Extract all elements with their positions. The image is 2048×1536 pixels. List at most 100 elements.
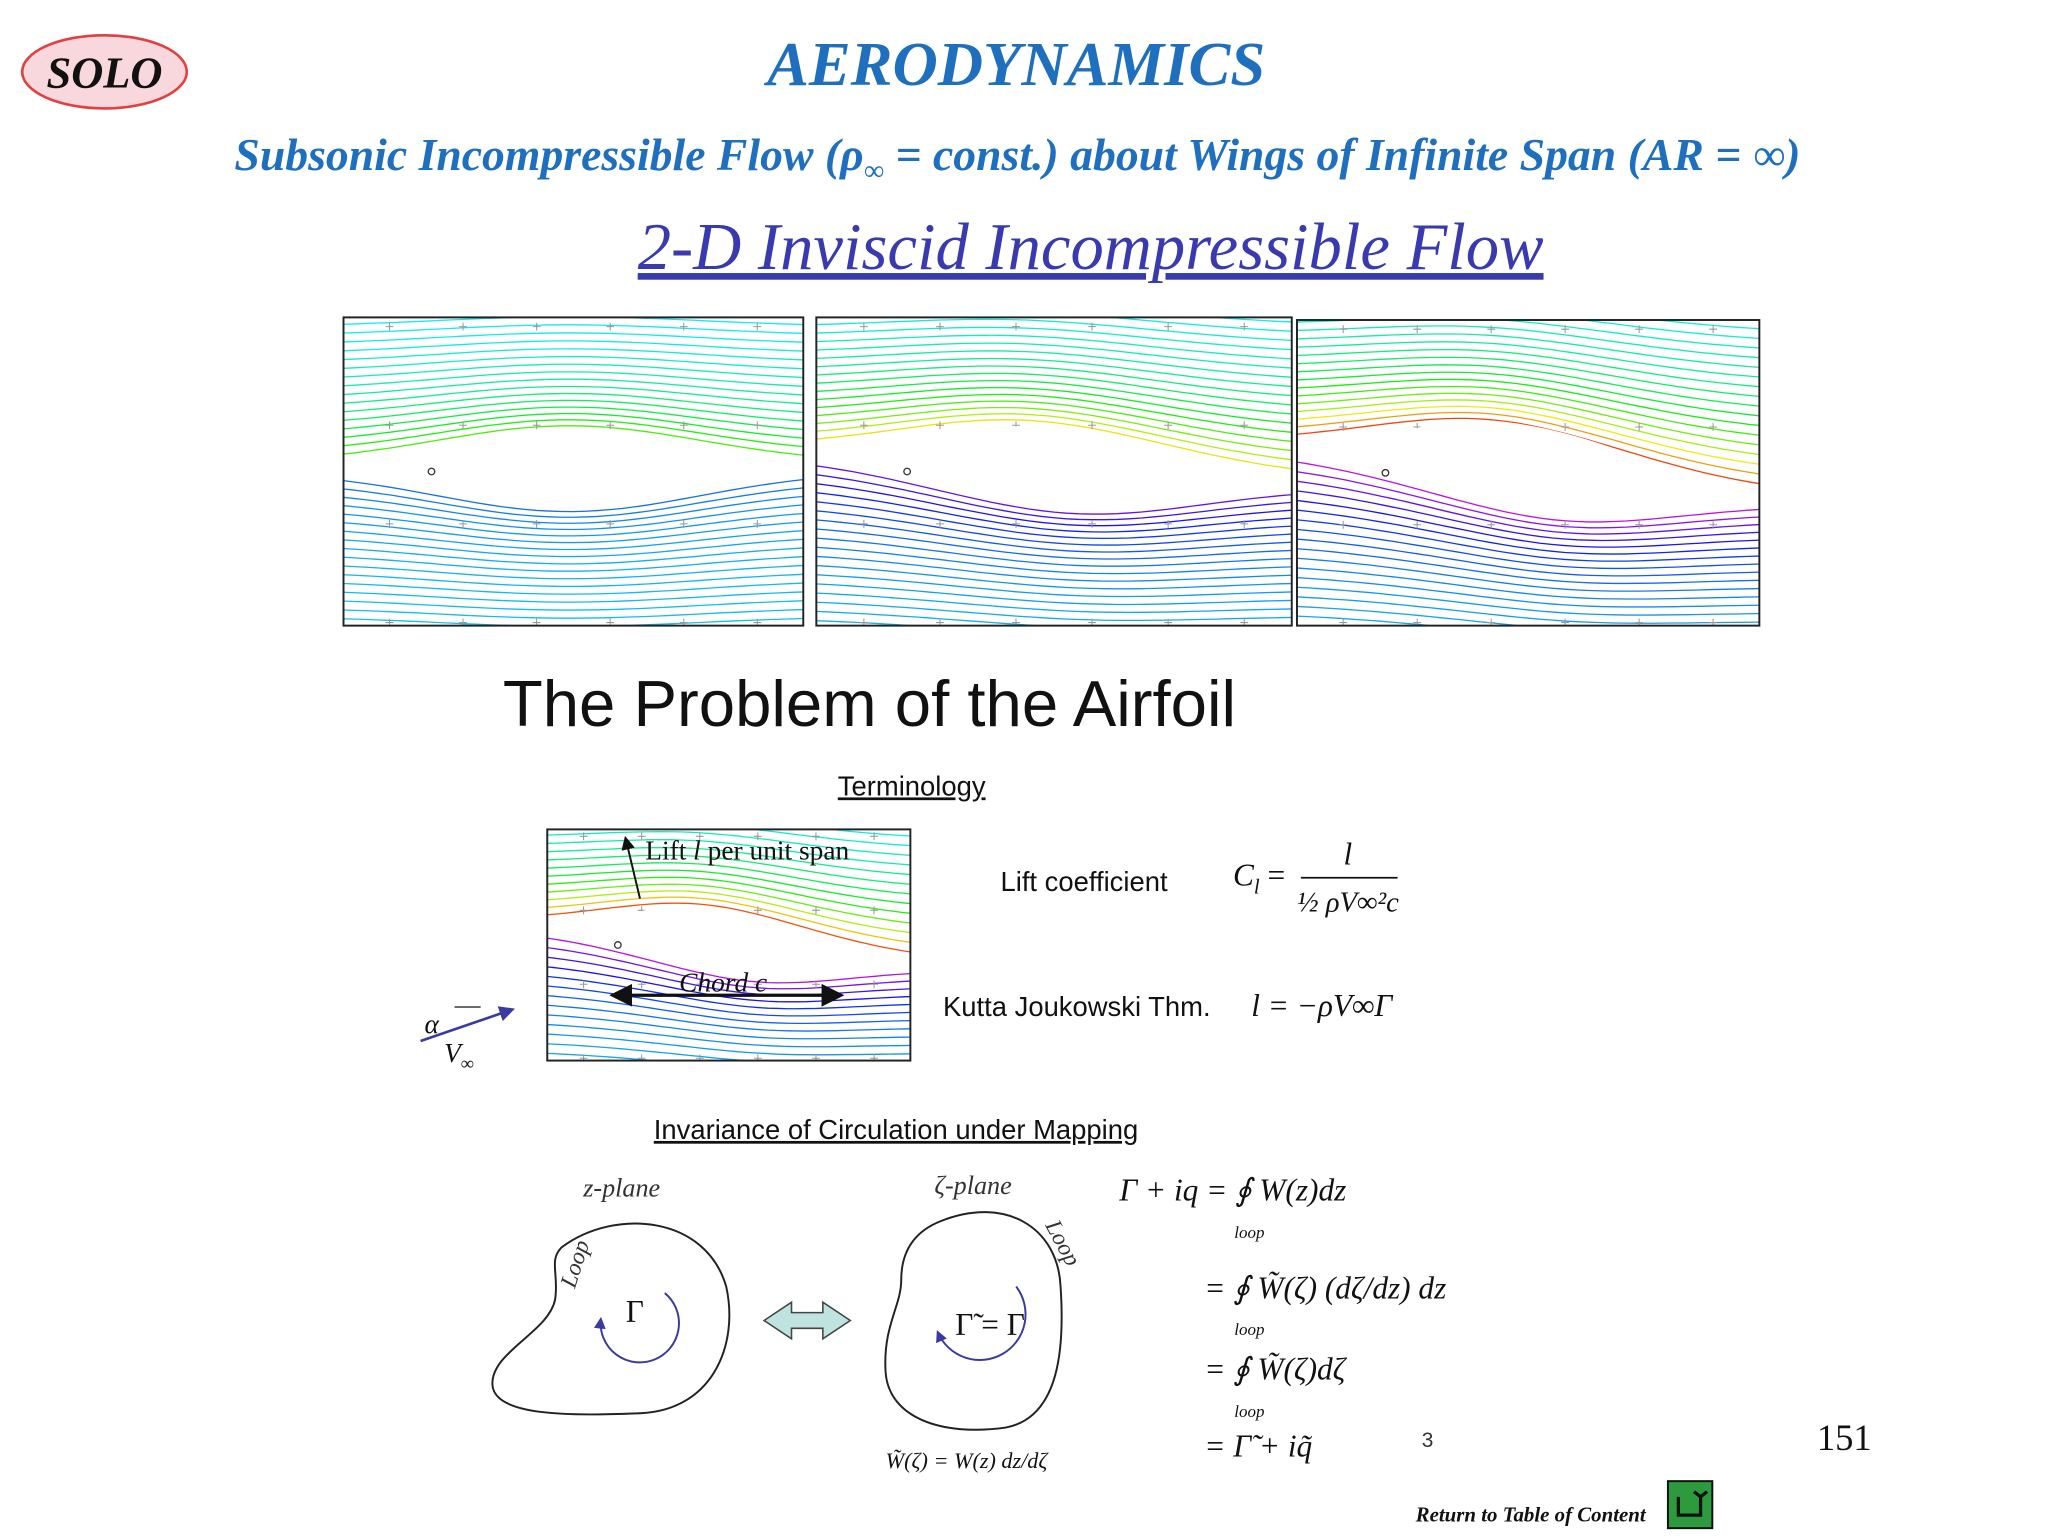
streamline xyxy=(816,592,1292,614)
formula-subscript: l xyxy=(1254,874,1260,898)
streamline xyxy=(748,829,911,847)
streamline xyxy=(803,629,1305,645)
grid-cross xyxy=(1339,520,1348,529)
flow-panel xyxy=(1284,285,1772,665)
formula-symbol: C xyxy=(1233,858,1255,893)
mapping-arrow xyxy=(762,1300,852,1341)
return-link[interactable]: Return to Table of Content xyxy=(1415,1503,1647,1527)
zeta-plane-label: ζ-plane xyxy=(934,1171,1011,1200)
kutta-formula: l = −ρV∞Γ xyxy=(1251,988,1393,1023)
streamline xyxy=(547,896,911,943)
alpha-label: α xyxy=(424,1009,439,1039)
lift-formula-numerator: l xyxy=(1344,837,1353,872)
streamline xyxy=(816,342,1292,369)
streamline xyxy=(1296,615,1439,626)
streamline xyxy=(343,617,804,626)
streamline xyxy=(803,648,1305,662)
streamline xyxy=(547,1004,911,1032)
grid-cross xyxy=(606,322,615,331)
streamline xyxy=(816,483,1292,527)
panel-frame xyxy=(815,316,1293,627)
streamline xyxy=(1296,625,1311,626)
streamline xyxy=(816,564,1292,590)
grid-cross xyxy=(1709,520,1718,529)
grid-cross xyxy=(1635,520,1644,529)
grid-cross xyxy=(1240,322,1249,331)
streamline xyxy=(547,830,911,856)
grid-cross xyxy=(753,1054,762,1061)
grid-cross xyxy=(579,980,588,989)
streamline xyxy=(816,413,1292,461)
streamline xyxy=(343,412,804,439)
streamline xyxy=(816,326,1292,351)
grid-cross xyxy=(870,832,878,841)
streamline xyxy=(1296,364,1760,407)
streamline xyxy=(343,556,804,572)
streamline xyxy=(816,555,1292,582)
streamline xyxy=(824,829,911,837)
flow-panel xyxy=(803,295,1305,662)
grid-cross xyxy=(679,519,688,528)
v-symbol: V xyxy=(444,1038,464,1068)
equation: Γ + iq = ∮ W(z)dz xyxy=(1118,1172,1346,1207)
streamline xyxy=(1296,385,1760,436)
streamline xyxy=(1284,293,1772,320)
streamline xyxy=(1296,528,1760,570)
grid-cross xyxy=(1635,325,1644,334)
return-button[interactable] xyxy=(1666,1480,1714,1530)
streamline xyxy=(343,512,804,537)
streamline xyxy=(534,807,923,827)
streamline xyxy=(1296,461,1760,523)
streamline xyxy=(816,601,1292,622)
streamline xyxy=(343,538,804,558)
return-button-bg[interactable] xyxy=(1666,1480,1714,1530)
streamline xyxy=(1296,586,1760,616)
grid-cross xyxy=(870,980,878,989)
grid-cross xyxy=(753,421,762,430)
lift-text: per unit span xyxy=(701,835,850,865)
streamline xyxy=(816,501,1292,540)
streamline xyxy=(1296,548,1760,585)
stagnation-point xyxy=(613,941,622,949)
streamline xyxy=(343,425,804,456)
streamline xyxy=(1296,405,1760,465)
page-number: 151 xyxy=(1817,1417,1872,1458)
lift-formula-lhs: Cl = xyxy=(1233,858,1285,899)
streamline xyxy=(343,582,804,595)
streamline xyxy=(1296,378,1760,427)
streamline xyxy=(330,300,816,307)
loop-subscript: loop xyxy=(1234,1402,1264,1421)
grid-cross xyxy=(459,421,467,430)
streamline xyxy=(803,295,1305,313)
stagnation-point xyxy=(903,467,912,476)
grid-cross xyxy=(532,322,541,331)
streamline xyxy=(343,573,804,588)
streamline xyxy=(1284,644,1772,665)
streamline xyxy=(343,363,804,379)
grid-cross xyxy=(679,322,688,331)
grid-cross xyxy=(1561,520,1570,529)
streamline xyxy=(816,350,1292,378)
streamline xyxy=(1296,411,1760,475)
grid-cross xyxy=(606,421,615,430)
streamline xyxy=(547,854,911,885)
grid-cross xyxy=(753,906,762,915)
invariance-title: Invariance of Circulation under Mapping xyxy=(654,1114,1138,1145)
streamline xyxy=(1296,325,1760,359)
badge xyxy=(20,33,189,110)
streamline xyxy=(1296,417,1760,485)
return-icon[interactable] xyxy=(1676,1490,1709,1517)
gamma-mapped: Γ̃ = Γ xyxy=(955,1307,1025,1342)
streamline xyxy=(816,357,1292,388)
grid-cross xyxy=(1561,423,1570,431)
subtitle-subscript: ∞ xyxy=(864,155,884,187)
panel-frame xyxy=(546,828,912,1062)
terminology: Terminology xyxy=(838,770,986,801)
grid-cross xyxy=(1413,520,1422,529)
streamline xyxy=(1284,285,1772,311)
streamline xyxy=(343,419,804,448)
streamline xyxy=(1296,605,1526,626)
streamline xyxy=(330,645,816,651)
streamline xyxy=(816,387,1292,424)
